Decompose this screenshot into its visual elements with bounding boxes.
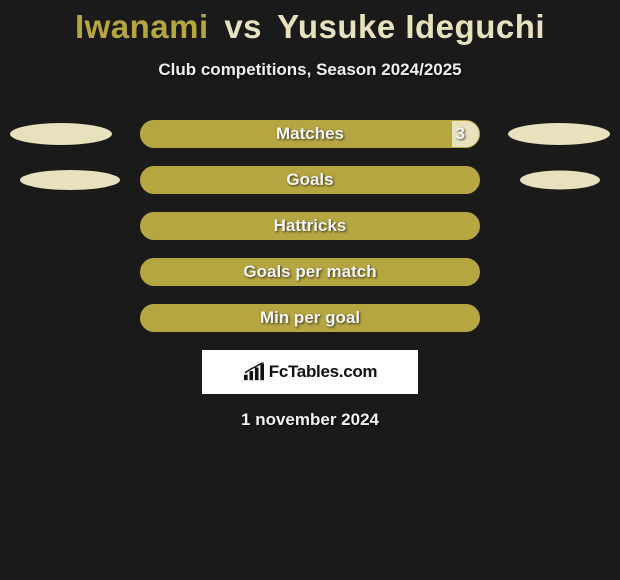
stat-row: Matches 3 [0, 120, 620, 148]
logo-box: FcTables.com [202, 350, 418, 394]
logo-content: FcTables.com [243, 362, 378, 382]
stat-label: Min per goal [260, 308, 360, 328]
date-text: 1 november 2024 [0, 410, 620, 430]
ellipse-right [508, 123, 610, 145]
stat-value: 3 [456, 124, 465, 144]
stat-label: Goals [286, 170, 333, 190]
subtitle: Club competitions, Season 2024/2025 [0, 60, 620, 80]
stat-bar: Min per goal [140, 304, 480, 332]
vs-text: vs [224, 8, 262, 45]
stat-bar: Goals [140, 166, 480, 194]
stat-label: Matches [276, 124, 344, 144]
ellipse-right [520, 171, 600, 190]
stats-container: Matches 3 Goals Hattricks Goals per match Min… [0, 120, 620, 332]
player2-name: Yusuke Ideguchi [277, 8, 545, 45]
stat-bar: Matches 3 [140, 120, 480, 148]
stat-bar: Goals per match [140, 258, 480, 286]
stat-bar: Hattricks [140, 212, 480, 240]
stat-row: Goals per match [0, 258, 620, 286]
stat-label: Hattricks [274, 216, 347, 236]
comparison-title: Iwanami vs Yusuke Ideguchi [0, 0, 620, 46]
ellipse-left [10, 123, 112, 145]
stat-row: Hattricks [0, 212, 620, 240]
stat-row: Goals [0, 166, 620, 194]
logo-text: FcTables.com [269, 362, 378, 382]
stat-label: Goals per match [243, 262, 376, 282]
stat-row: Min per goal [0, 304, 620, 332]
chart-icon [243, 362, 265, 382]
player1-name: Iwanami [75, 8, 209, 45]
ellipse-left [20, 170, 120, 190]
